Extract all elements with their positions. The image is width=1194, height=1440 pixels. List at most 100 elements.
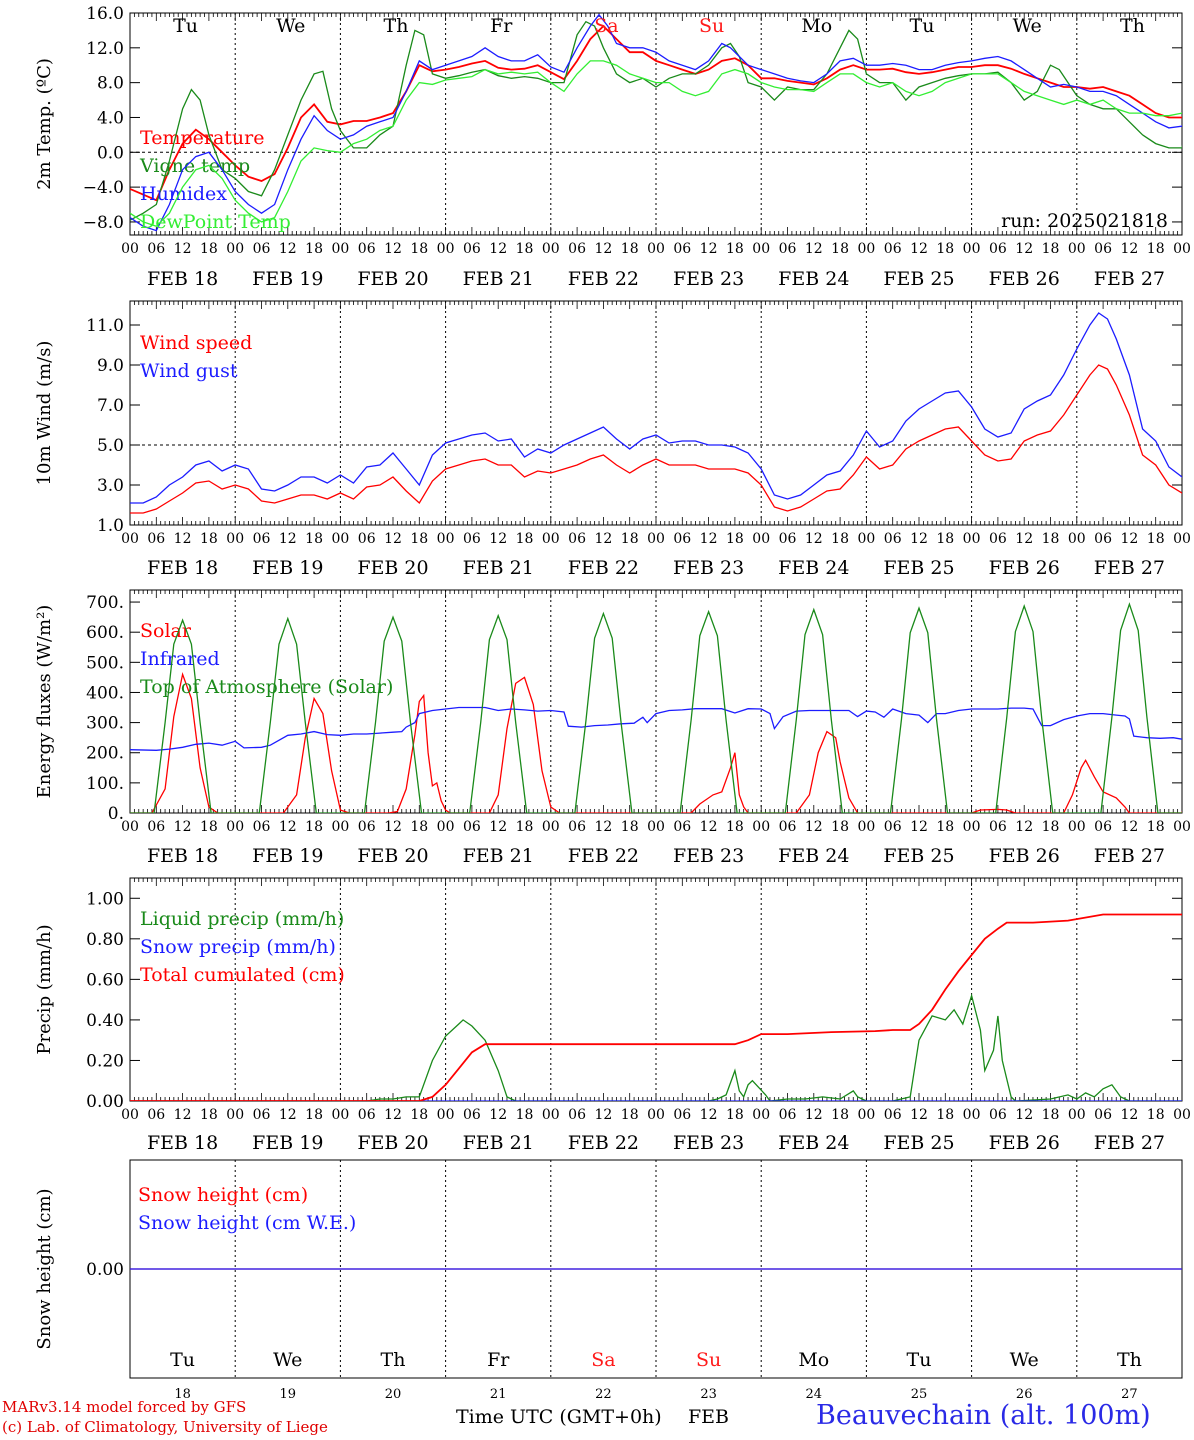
x-hour-label: 06 bbox=[463, 819, 481, 835]
x-hour-label: 00 bbox=[1173, 819, 1191, 835]
x-hour-label: 18 bbox=[1147, 1107, 1165, 1123]
x-hour-label: 00 bbox=[857, 819, 875, 835]
run-label: run: 2025021818 bbox=[1001, 210, 1168, 232]
x-hour-label: 18 bbox=[831, 1107, 849, 1123]
x-hour-label: 12 bbox=[700, 819, 718, 835]
x-date-label: FEB 25 bbox=[883, 268, 954, 290]
x-hour-label: 00 bbox=[752, 241, 770, 257]
x-hour-label: 06 bbox=[1094, 531, 1112, 547]
legend-entry: Humidex bbox=[140, 183, 227, 205]
y-tick-label: 300. bbox=[86, 714, 124, 734]
x-hour-label: 06 bbox=[1094, 819, 1112, 835]
x-date-label: FEB 20 bbox=[357, 557, 428, 579]
x-hour-label: 06 bbox=[673, 531, 691, 547]
y-tick-label: −8.0 bbox=[83, 213, 124, 233]
y-tick-label: 0.60 bbox=[86, 970, 124, 990]
xaxis-title: Time UTC (GMT+0h) bbox=[456, 1406, 662, 1428]
y-tick-label: 700. bbox=[86, 593, 124, 613]
x-date-label: FEB 18 bbox=[147, 845, 218, 867]
x-hour-label: 18 bbox=[621, 531, 639, 547]
x-date-label: FEB 18 bbox=[147, 1132, 218, 1154]
x-hour-label: 00 bbox=[1173, 241, 1191, 257]
y-tick-label: 400. bbox=[86, 683, 124, 703]
x-hour-label: 18 bbox=[305, 241, 323, 257]
x-date-label: FEB 19 bbox=[252, 1132, 323, 1154]
x-hour-label: 06 bbox=[147, 1107, 165, 1123]
y-tick-label: 0.20 bbox=[86, 1051, 124, 1071]
x-hour-label: 12 bbox=[279, 241, 297, 257]
x-hour-label: 18 bbox=[305, 1107, 323, 1123]
model-credit: MARv3.14 model forced by GFS bbox=[2, 1398, 247, 1416]
x-hour-label: 06 bbox=[568, 531, 586, 547]
x-hour-label: 12 bbox=[594, 1107, 612, 1123]
legend-entry: Top of Atmosphere (Solar) bbox=[140, 676, 393, 698]
weekday-label: Sa bbox=[591, 1349, 615, 1371]
x-date-label: FEB 25 bbox=[883, 845, 954, 867]
y-tick-label: 12.0 bbox=[86, 39, 124, 59]
x-hour-label: 00 bbox=[963, 1107, 981, 1123]
x-date-label: FEB 21 bbox=[463, 268, 534, 290]
panel-2: 11.0 9.0 7.0 5.0 3.0 1.0 10m Wind (m/s) Wind sp… bbox=[34, 300, 1191, 579]
x-hour-label: 12 bbox=[805, 819, 823, 835]
y-tick-label: 8.0 bbox=[97, 74, 124, 94]
x-hour-label: 00 bbox=[647, 531, 665, 547]
x-hour-label: 06 bbox=[779, 531, 797, 547]
series-line bbox=[130, 672, 1182, 813]
x-hour-label: 12 bbox=[174, 819, 192, 835]
x-hour-label: 06 bbox=[568, 241, 586, 257]
x-hour-label: 12 bbox=[1120, 819, 1138, 835]
y-axis-title: 10m Wind (m/s) bbox=[34, 341, 55, 486]
x-hour-label: 18 bbox=[831, 241, 849, 257]
x-hour-label: 18 bbox=[1147, 819, 1165, 835]
x-hour-label: 18 bbox=[516, 241, 534, 257]
x-date-label: FEB 19 bbox=[252, 557, 323, 579]
x-hour-label: 00 bbox=[963, 819, 981, 835]
x-hour-label: 12 bbox=[279, 531, 297, 547]
x-hour-label: 06 bbox=[884, 1107, 902, 1123]
legend-entry: Snow height (cm W.E.) bbox=[138, 1212, 356, 1234]
x-hour-label: 12 bbox=[805, 1107, 823, 1123]
x-hour-label: 00 bbox=[542, 241, 560, 257]
x-hour-label: 18 bbox=[621, 1107, 639, 1123]
x-date-label: FEB 24 bbox=[778, 1132, 849, 1154]
x-hour-label: 00 bbox=[1068, 819, 1086, 835]
x-hour-label: 00 bbox=[752, 1107, 770, 1123]
x-hour-label: 06 bbox=[673, 1107, 691, 1123]
x-hour-label: 06 bbox=[358, 819, 376, 835]
x-hour-label: 00 bbox=[1068, 531, 1086, 547]
x-hour-label: 18 bbox=[410, 819, 428, 835]
x-date-label: FEB 19 bbox=[252, 845, 323, 867]
x-hour-label: 06 bbox=[568, 1107, 586, 1123]
x-hour-label: 00 bbox=[963, 531, 981, 547]
legend-entry: Liquid precip (mm/h) bbox=[140, 908, 344, 930]
x-date-label: FEB 27 bbox=[1094, 557, 1165, 579]
y-tick-label: 11.0 bbox=[86, 316, 124, 336]
series-line bbox=[130, 913, 1182, 1101]
y-tick-label: 5.0 bbox=[97, 436, 124, 456]
x-hour-label: 18 bbox=[936, 1107, 954, 1123]
x-hour-label: 00 bbox=[752, 531, 770, 547]
x-hour-label: 06 bbox=[884, 241, 902, 257]
day-number-label: 18 bbox=[174, 1387, 191, 1402]
x-hour-label: 00 bbox=[1173, 1107, 1191, 1123]
x-hour-label: 00 bbox=[542, 819, 560, 835]
day-number-label: 24 bbox=[806, 1387, 823, 1402]
weekday-label: Tu bbox=[907, 1349, 932, 1371]
x-hour-label: 00 bbox=[226, 1107, 244, 1123]
x-hour-label: 12 bbox=[1015, 241, 1033, 257]
x-hour-label: 12 bbox=[1120, 1107, 1138, 1123]
x-hour-label: 06 bbox=[463, 531, 481, 547]
weekday-label: Tu bbox=[910, 15, 935, 37]
x-date-label: FEB 23 bbox=[673, 1132, 744, 1154]
legend-entry: Solar bbox=[140, 620, 192, 642]
y-tick-label: 1.0 bbox=[97, 516, 124, 536]
series-line bbox=[130, 13, 1182, 232]
x-hour-label: 00 bbox=[542, 531, 560, 547]
x-hour-label: 06 bbox=[463, 1107, 481, 1123]
x-hour-label: 12 bbox=[1120, 531, 1138, 547]
weekday-label: We bbox=[1010, 1349, 1039, 1371]
weekday-label: Tu bbox=[173, 15, 198, 37]
x-hour-label: 00 bbox=[121, 1107, 139, 1123]
x-hour-label: 18 bbox=[621, 241, 639, 257]
y-tick-label: −4.0 bbox=[83, 178, 124, 198]
